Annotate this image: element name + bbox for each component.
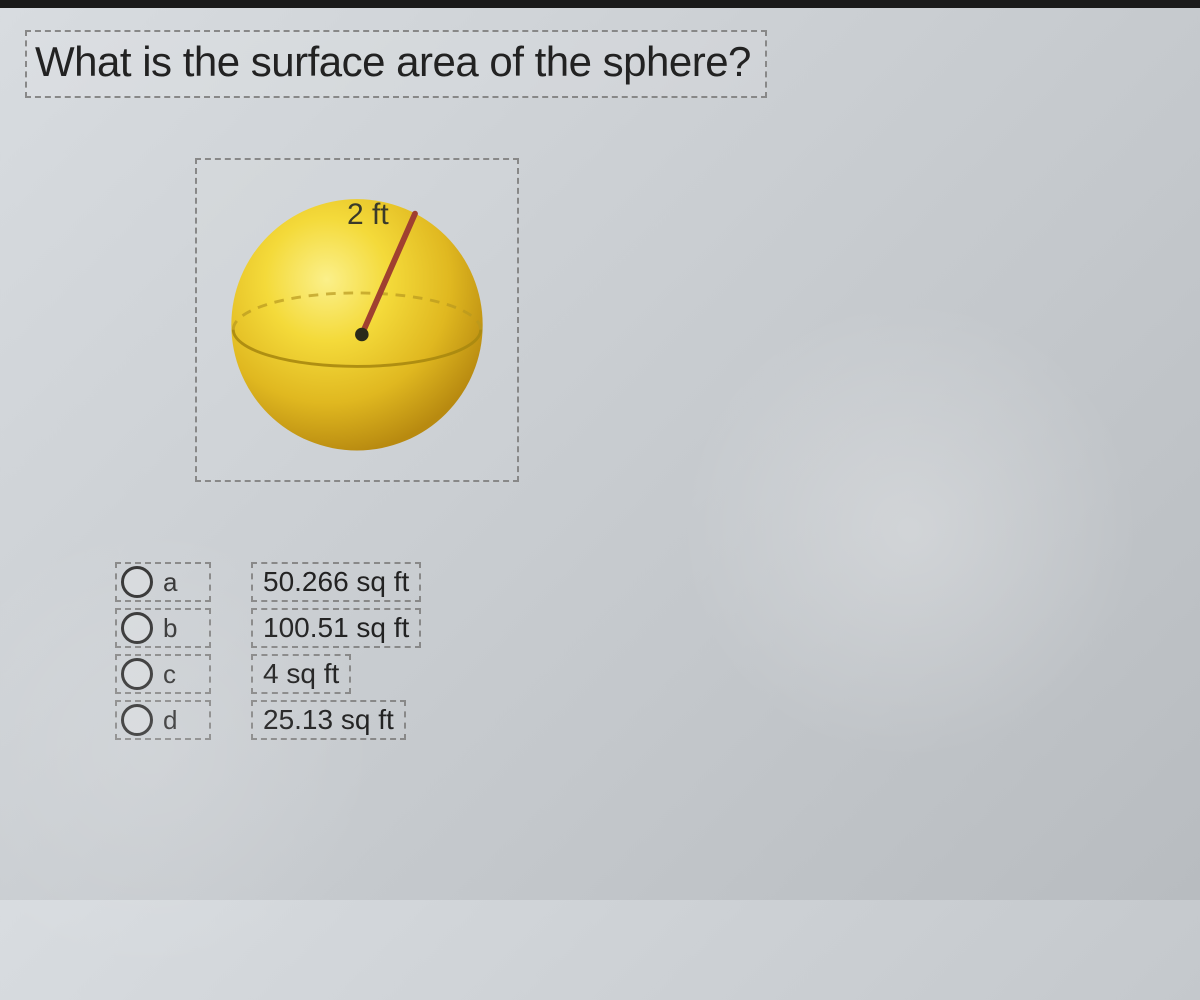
- option-row-c: c 4 sq ft: [115, 654, 1175, 694]
- sphere-figure-box: 2 ft: [195, 158, 519, 482]
- option-c-answer: 4 sq ft: [251, 654, 351, 694]
- radio-icon: [121, 658, 153, 690]
- option-b-answer: 100.51 sq ft: [251, 608, 421, 648]
- option-row-d: d 25.13 sq ft: [115, 700, 1175, 740]
- option-letter: c: [163, 659, 176, 690]
- option-a-answer: 50.266 sq ft: [251, 562, 421, 602]
- options-list: a 50.266 sq ft b 100.51 sq ft c 4 sq ft …: [115, 562, 1175, 740]
- option-letter: b: [163, 613, 177, 644]
- radius-label: 2 ft: [347, 198, 389, 232]
- option-d-radio-cell[interactable]: d: [115, 700, 211, 740]
- center-dot: [355, 328, 369, 342]
- question-box: What is the surface area of the sphere?: [25, 30, 767, 98]
- monitor-bezel: [0, 0, 1200, 8]
- quiz-content: What is the surface area of the sphere?: [0, 0, 1200, 776]
- sphere-body: [231, 199, 482, 450]
- option-b-radio-cell[interactable]: b: [115, 608, 211, 648]
- radio-icon: [121, 566, 153, 598]
- option-d-answer: 25.13 sq ft: [251, 700, 406, 740]
- option-a-radio-cell[interactable]: a: [115, 562, 211, 602]
- option-c-radio-cell[interactable]: c: [115, 654, 211, 694]
- radio-icon: [121, 704, 153, 736]
- option-letter: a: [163, 567, 177, 598]
- radio-icon: [121, 612, 153, 644]
- option-row-b: b 100.51 sq ft: [115, 608, 1175, 648]
- option-row-a: a 50.266 sq ft: [115, 562, 1175, 602]
- question-text: What is the surface area of the sphere?: [35, 38, 751, 85]
- option-letter: d: [163, 705, 177, 736]
